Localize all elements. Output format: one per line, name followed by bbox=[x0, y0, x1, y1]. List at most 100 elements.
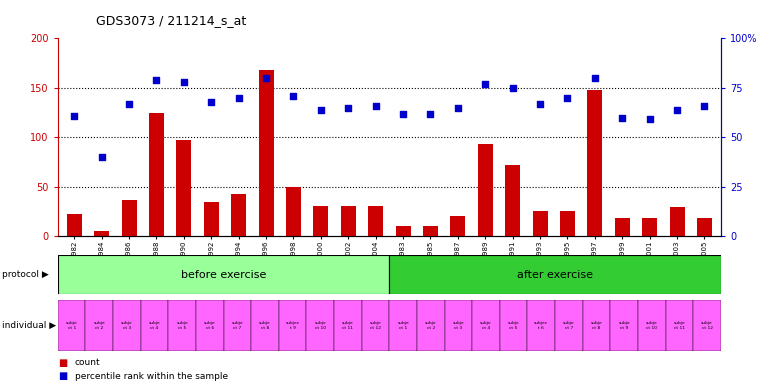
Text: GDS3073 / 211214_s_at: GDS3073 / 211214_s_at bbox=[96, 14, 247, 27]
Text: subjec
t 6: subjec t 6 bbox=[534, 321, 548, 329]
Bar bbox=[251, 300, 279, 351]
Point bbox=[233, 94, 245, 101]
Text: individual ▶: individual ▶ bbox=[2, 321, 56, 330]
Text: subje
ct 10: subje ct 10 bbox=[315, 321, 326, 329]
Text: subje
ct 10: subje ct 10 bbox=[646, 321, 658, 329]
Bar bbox=[231, 194, 246, 236]
Bar bbox=[472, 300, 500, 351]
Text: count: count bbox=[75, 358, 100, 367]
Point bbox=[507, 85, 519, 91]
Bar bbox=[149, 113, 164, 236]
Text: subje
ct 9: subje ct 9 bbox=[618, 321, 630, 329]
Bar bbox=[67, 214, 82, 236]
Point bbox=[397, 111, 409, 117]
Text: percentile rank within the sample: percentile rank within the sample bbox=[75, 372, 228, 381]
Bar bbox=[94, 231, 109, 236]
Point bbox=[288, 93, 300, 99]
Point bbox=[96, 154, 108, 160]
Text: subje
ct 7: subje ct 7 bbox=[231, 321, 244, 329]
Bar bbox=[450, 217, 466, 236]
Text: subje
ct 11: subje ct 11 bbox=[674, 321, 685, 329]
Bar bbox=[583, 300, 611, 351]
Bar bbox=[341, 207, 355, 236]
Bar bbox=[168, 300, 196, 351]
Bar bbox=[122, 200, 136, 236]
Text: after exercise: after exercise bbox=[517, 270, 593, 280]
Text: ■: ■ bbox=[58, 371, 67, 381]
Text: before exercise: before exercise bbox=[181, 270, 266, 280]
Text: protocol ▶: protocol ▶ bbox=[2, 270, 49, 279]
Bar bbox=[396, 226, 411, 236]
Point bbox=[644, 116, 656, 122]
Bar bbox=[611, 300, 638, 351]
Bar bbox=[258, 70, 274, 236]
Bar bbox=[177, 140, 191, 236]
Bar bbox=[306, 300, 334, 351]
Bar bbox=[669, 207, 685, 236]
Bar bbox=[334, 300, 362, 351]
Point bbox=[123, 101, 135, 107]
Point bbox=[260, 75, 272, 81]
Point bbox=[534, 101, 546, 107]
Bar bbox=[527, 300, 555, 351]
Bar bbox=[140, 300, 168, 351]
Point bbox=[671, 106, 683, 113]
Point bbox=[369, 103, 382, 109]
Bar bbox=[86, 300, 113, 351]
Point bbox=[424, 111, 436, 117]
Bar bbox=[279, 300, 306, 351]
Point bbox=[561, 94, 574, 101]
Text: subje
ct 4: subje ct 4 bbox=[480, 321, 492, 329]
Text: subje
ct 8: subje ct 8 bbox=[259, 321, 271, 329]
Text: subje
ct 11: subje ct 11 bbox=[342, 321, 354, 329]
Bar bbox=[389, 255, 721, 294]
Bar bbox=[286, 187, 301, 236]
Text: subje
ct 3: subje ct 3 bbox=[121, 321, 133, 329]
Point bbox=[342, 104, 355, 111]
Bar bbox=[505, 165, 520, 236]
Text: subje
ct 12: subje ct 12 bbox=[369, 321, 382, 329]
Text: subje
ct 2: subje ct 2 bbox=[425, 321, 436, 329]
Bar bbox=[665, 300, 693, 351]
Text: subje
ct 7: subje ct 7 bbox=[563, 321, 575, 329]
Point bbox=[68, 113, 80, 119]
Bar bbox=[533, 212, 547, 236]
Text: subje
ct 5: subje ct 5 bbox=[177, 321, 188, 329]
Bar bbox=[560, 212, 575, 236]
Point bbox=[616, 114, 628, 121]
Bar bbox=[588, 90, 602, 236]
Bar bbox=[693, 300, 721, 351]
Text: subje
ct 4: subje ct 4 bbox=[149, 321, 160, 329]
Text: ■: ■ bbox=[58, 358, 67, 368]
Bar bbox=[224, 300, 251, 351]
Bar bbox=[423, 226, 438, 236]
Text: subje
ct 1: subje ct 1 bbox=[397, 321, 409, 329]
Text: subje
ct 1: subje ct 1 bbox=[66, 321, 78, 329]
Bar bbox=[697, 218, 712, 236]
Bar bbox=[389, 300, 417, 351]
Point bbox=[589, 75, 601, 81]
Bar bbox=[313, 207, 328, 236]
Bar bbox=[478, 144, 493, 236]
Point bbox=[150, 77, 163, 83]
Bar bbox=[58, 255, 389, 294]
Point bbox=[452, 104, 464, 111]
Text: subje
ct 3: subje ct 3 bbox=[453, 321, 464, 329]
Bar bbox=[500, 300, 527, 351]
Text: subje
ct 12: subje ct 12 bbox=[701, 321, 713, 329]
Point bbox=[315, 106, 327, 113]
Text: subje
ct 8: subje ct 8 bbox=[591, 321, 602, 329]
Point bbox=[699, 103, 711, 109]
Bar bbox=[58, 300, 86, 351]
Bar bbox=[642, 218, 657, 236]
Text: subjec
t 9: subjec t 9 bbox=[285, 321, 300, 329]
Text: subje
ct 2: subje ct 2 bbox=[93, 321, 105, 329]
Bar bbox=[638, 300, 665, 351]
Point bbox=[479, 81, 491, 87]
Bar bbox=[417, 300, 445, 351]
Bar bbox=[362, 300, 389, 351]
Bar bbox=[445, 300, 472, 351]
Point bbox=[205, 99, 217, 105]
Bar bbox=[614, 218, 630, 236]
Bar bbox=[555, 300, 583, 351]
